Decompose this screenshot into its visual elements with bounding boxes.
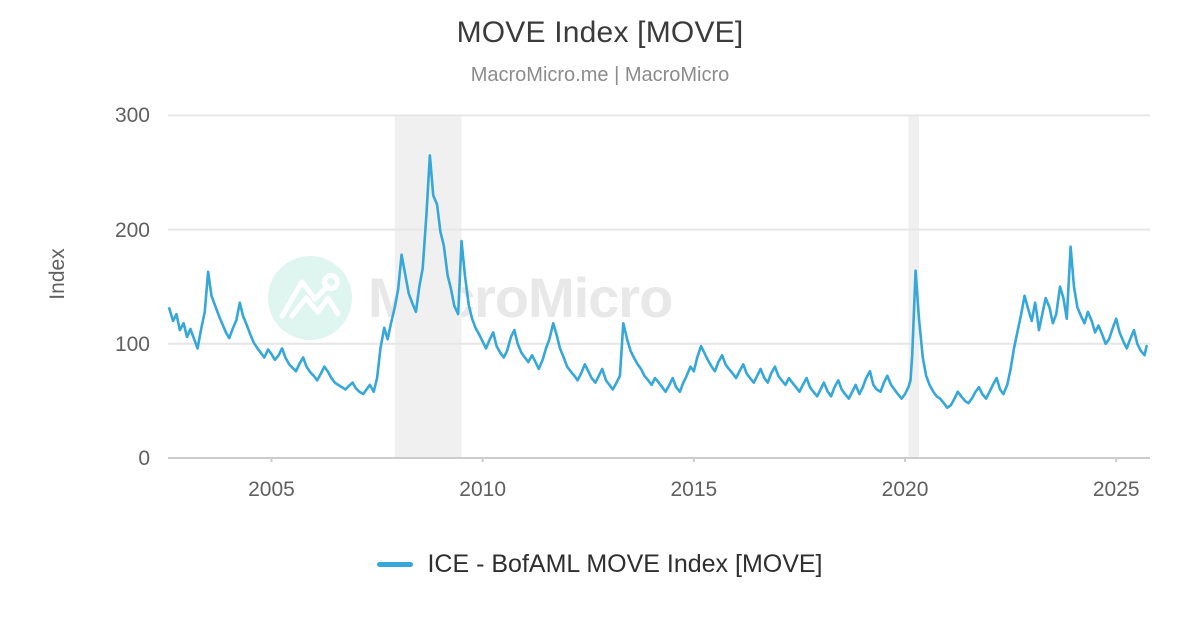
y-tick-label: 300 [114,104,150,128]
x-tick-label: 2020 [881,478,929,501]
x-axis-tick-labels: 2005 2010 2015 2020 2025 [0,476,1200,510]
y-tick-label: 200 [114,218,150,242]
x-tick-label: 2015 [670,478,718,501]
chart-subtitle: MacroMicro.me | MacroMicro [470,64,730,86]
series-line [168,154,1148,410]
legend-color-swatch [377,561,414,567]
x-axis-tick-marks [270,458,1118,462]
y-tick-label: 0 [138,447,150,470]
x-tick-label: 2010 [459,478,507,501]
recession-bands [394,116,919,458]
legend-item-label: ICE - BofAML MOVE Index [MOVE] [427,550,823,578]
chart-legend[interactable]: ICE - BofAML MOVE Index [MOVE] [0,548,1200,580]
chart-plot-svg [168,114,1150,462]
series-lines [168,154,1148,410]
x-tick-label: 2025 [1092,478,1140,501]
plot-area [168,110,1150,462]
chart-title: MOVE Index [MOVE] [456,16,744,49]
y-tick-label: 100 [114,332,150,356]
y-axis-tick-labels: 0 100 200 300 [88,105,150,469]
y-axis-title: Index [46,248,69,300]
x-tick-label: 2005 [248,478,295,501]
gridlines [168,114,1150,345]
